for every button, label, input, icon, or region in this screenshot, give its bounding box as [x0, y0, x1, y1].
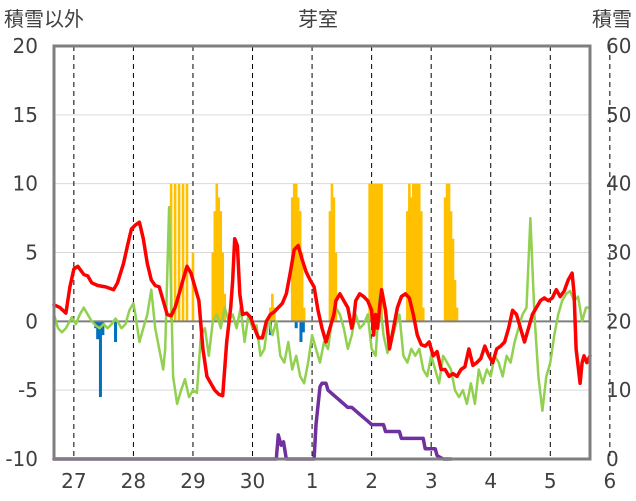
- precipitation-bar: [98, 321, 102, 398]
- sunshine-bar: [451, 238, 455, 322]
- sunshine-bar: [334, 252, 338, 322]
- sunshine-bar: [406, 211, 409, 322]
- left-tick-label: 20: [13, 34, 38, 58]
- right-tick-label: 0: [606, 447, 619, 471]
- x-tick-label: 30: [240, 469, 265, 493]
- sunshine-bar: [376, 183, 379, 322]
- sunshine-bar: [173, 183, 177, 322]
- sunshine-bar: [328, 211, 332, 322]
- sunshine-bar: [330, 183, 334, 322]
- sunshine-bar: [419, 211, 423, 322]
- sunshine-bar: [273, 307, 276, 322]
- right-tick-label: 60: [606, 34, 631, 58]
- precipitation-bar: [301, 321, 305, 333]
- sunshine-bar: [213, 211, 217, 322]
- sunshine-bar: [372, 183, 375, 322]
- right-axis-ticks: 60 50 40 30 20 10 0: [606, 34, 631, 471]
- x-tick-label: 1: [306, 469, 319, 493]
- sunshine-bar: [181, 183, 185, 322]
- right-tick-label: 10: [606, 378, 631, 402]
- sunshine-bar: [298, 211, 302, 322]
- plot-border: [52, 44, 592, 461]
- dewpoint-line: [52, 205, 592, 413]
- left-tick-label: -10: [5, 447, 38, 471]
- sunshine-bar: [296, 197, 300, 322]
- sunshine-bar: [215, 183, 219, 322]
- sunshine-bar: [211, 252, 215, 322]
- x-tick-label: 28: [121, 469, 146, 493]
- sunshine-bar: [368, 183, 371, 322]
- right-tick-label: 40: [606, 172, 631, 196]
- sunshine-bar: [414, 183, 417, 322]
- sunshine-bar: [191, 252, 195, 322]
- temperature-line: [52, 220, 592, 398]
- left-tick-label: 15: [13, 103, 38, 127]
- sunshine-bar: [447, 183, 451, 322]
- x-tick-label: 29: [180, 469, 205, 493]
- x-tick-label: 4: [484, 469, 497, 493]
- sunshine-bar: [410, 197, 413, 322]
- left-axis-label: 積雪以外: [4, 7, 84, 31]
- sunshine-bar: [221, 252, 225, 322]
- sunshine-bar: [219, 211, 223, 322]
- sunshine-bar: [455, 307, 459, 322]
- precipitation-bar: [299, 321, 303, 342]
- sunshine-bar: [294, 183, 298, 322]
- precipitation-bar: [294, 321, 298, 329]
- sunshine-bar: [417, 183, 421, 322]
- sunshine-bar: [302, 307, 306, 322]
- x-tick-label: 27: [61, 469, 86, 493]
- sunshine-bar: [374, 183, 377, 322]
- right-tick-label: 50: [606, 103, 631, 127]
- x-axis-ticks: 27 28 29 30 1 2 3 4 5 6: [61, 469, 616, 493]
- x-tick-label: 5: [544, 469, 557, 493]
- plot-frame: [52, 44, 592, 461]
- sunshine-bar: [185, 183, 189, 322]
- right-tick-label: 30: [606, 241, 631, 265]
- left-tick-label: 0: [25, 309, 38, 333]
- sunshine-bar: [412, 183, 415, 322]
- x-tick-label: 6: [603, 469, 616, 493]
- left-tick-label: 5: [25, 241, 38, 265]
- sunshine-bar: [443, 197, 447, 322]
- left-tick-label: 10: [13, 172, 38, 196]
- sunshine-bar: [453, 280, 457, 322]
- chart-title: 芽室: [298, 7, 338, 31]
- precipitation-bar: [101, 321, 105, 336]
- x-tick-label: 2: [365, 469, 378, 493]
- left-tick-label: -5: [18, 378, 38, 402]
- sunshine-bar: [271, 293, 274, 322]
- sunshine-bar: [300, 252, 304, 322]
- left-axis-ticks: 20 15 10 5 0 -5 -10: [5, 34, 38, 471]
- sunshine-bar: [378, 183, 381, 322]
- sunshine-bar: [332, 197, 336, 322]
- sunshine-bar: [380, 183, 383, 322]
- sunshine-bars: [169, 183, 459, 322]
- sunshine-bar: [449, 211, 453, 322]
- sunshine-bar: [415, 183, 419, 322]
- sunshine-bar: [177, 183, 181, 322]
- precipitation-bar: [96, 321, 100, 340]
- x-tick-label: 3: [425, 469, 438, 493]
- sunshine-bar: [408, 183, 411, 322]
- right-tick-label: 20: [606, 309, 631, 333]
- precipitation-bar: [114, 321, 118, 342]
- sunshine-bar: [421, 307, 425, 322]
- sunshine-bar: [370, 183, 373, 322]
- sunshine-bar: [217, 197, 221, 322]
- right-axis-label: 積雪: [592, 7, 632, 31]
- sunshine-bar: [445, 183, 449, 322]
